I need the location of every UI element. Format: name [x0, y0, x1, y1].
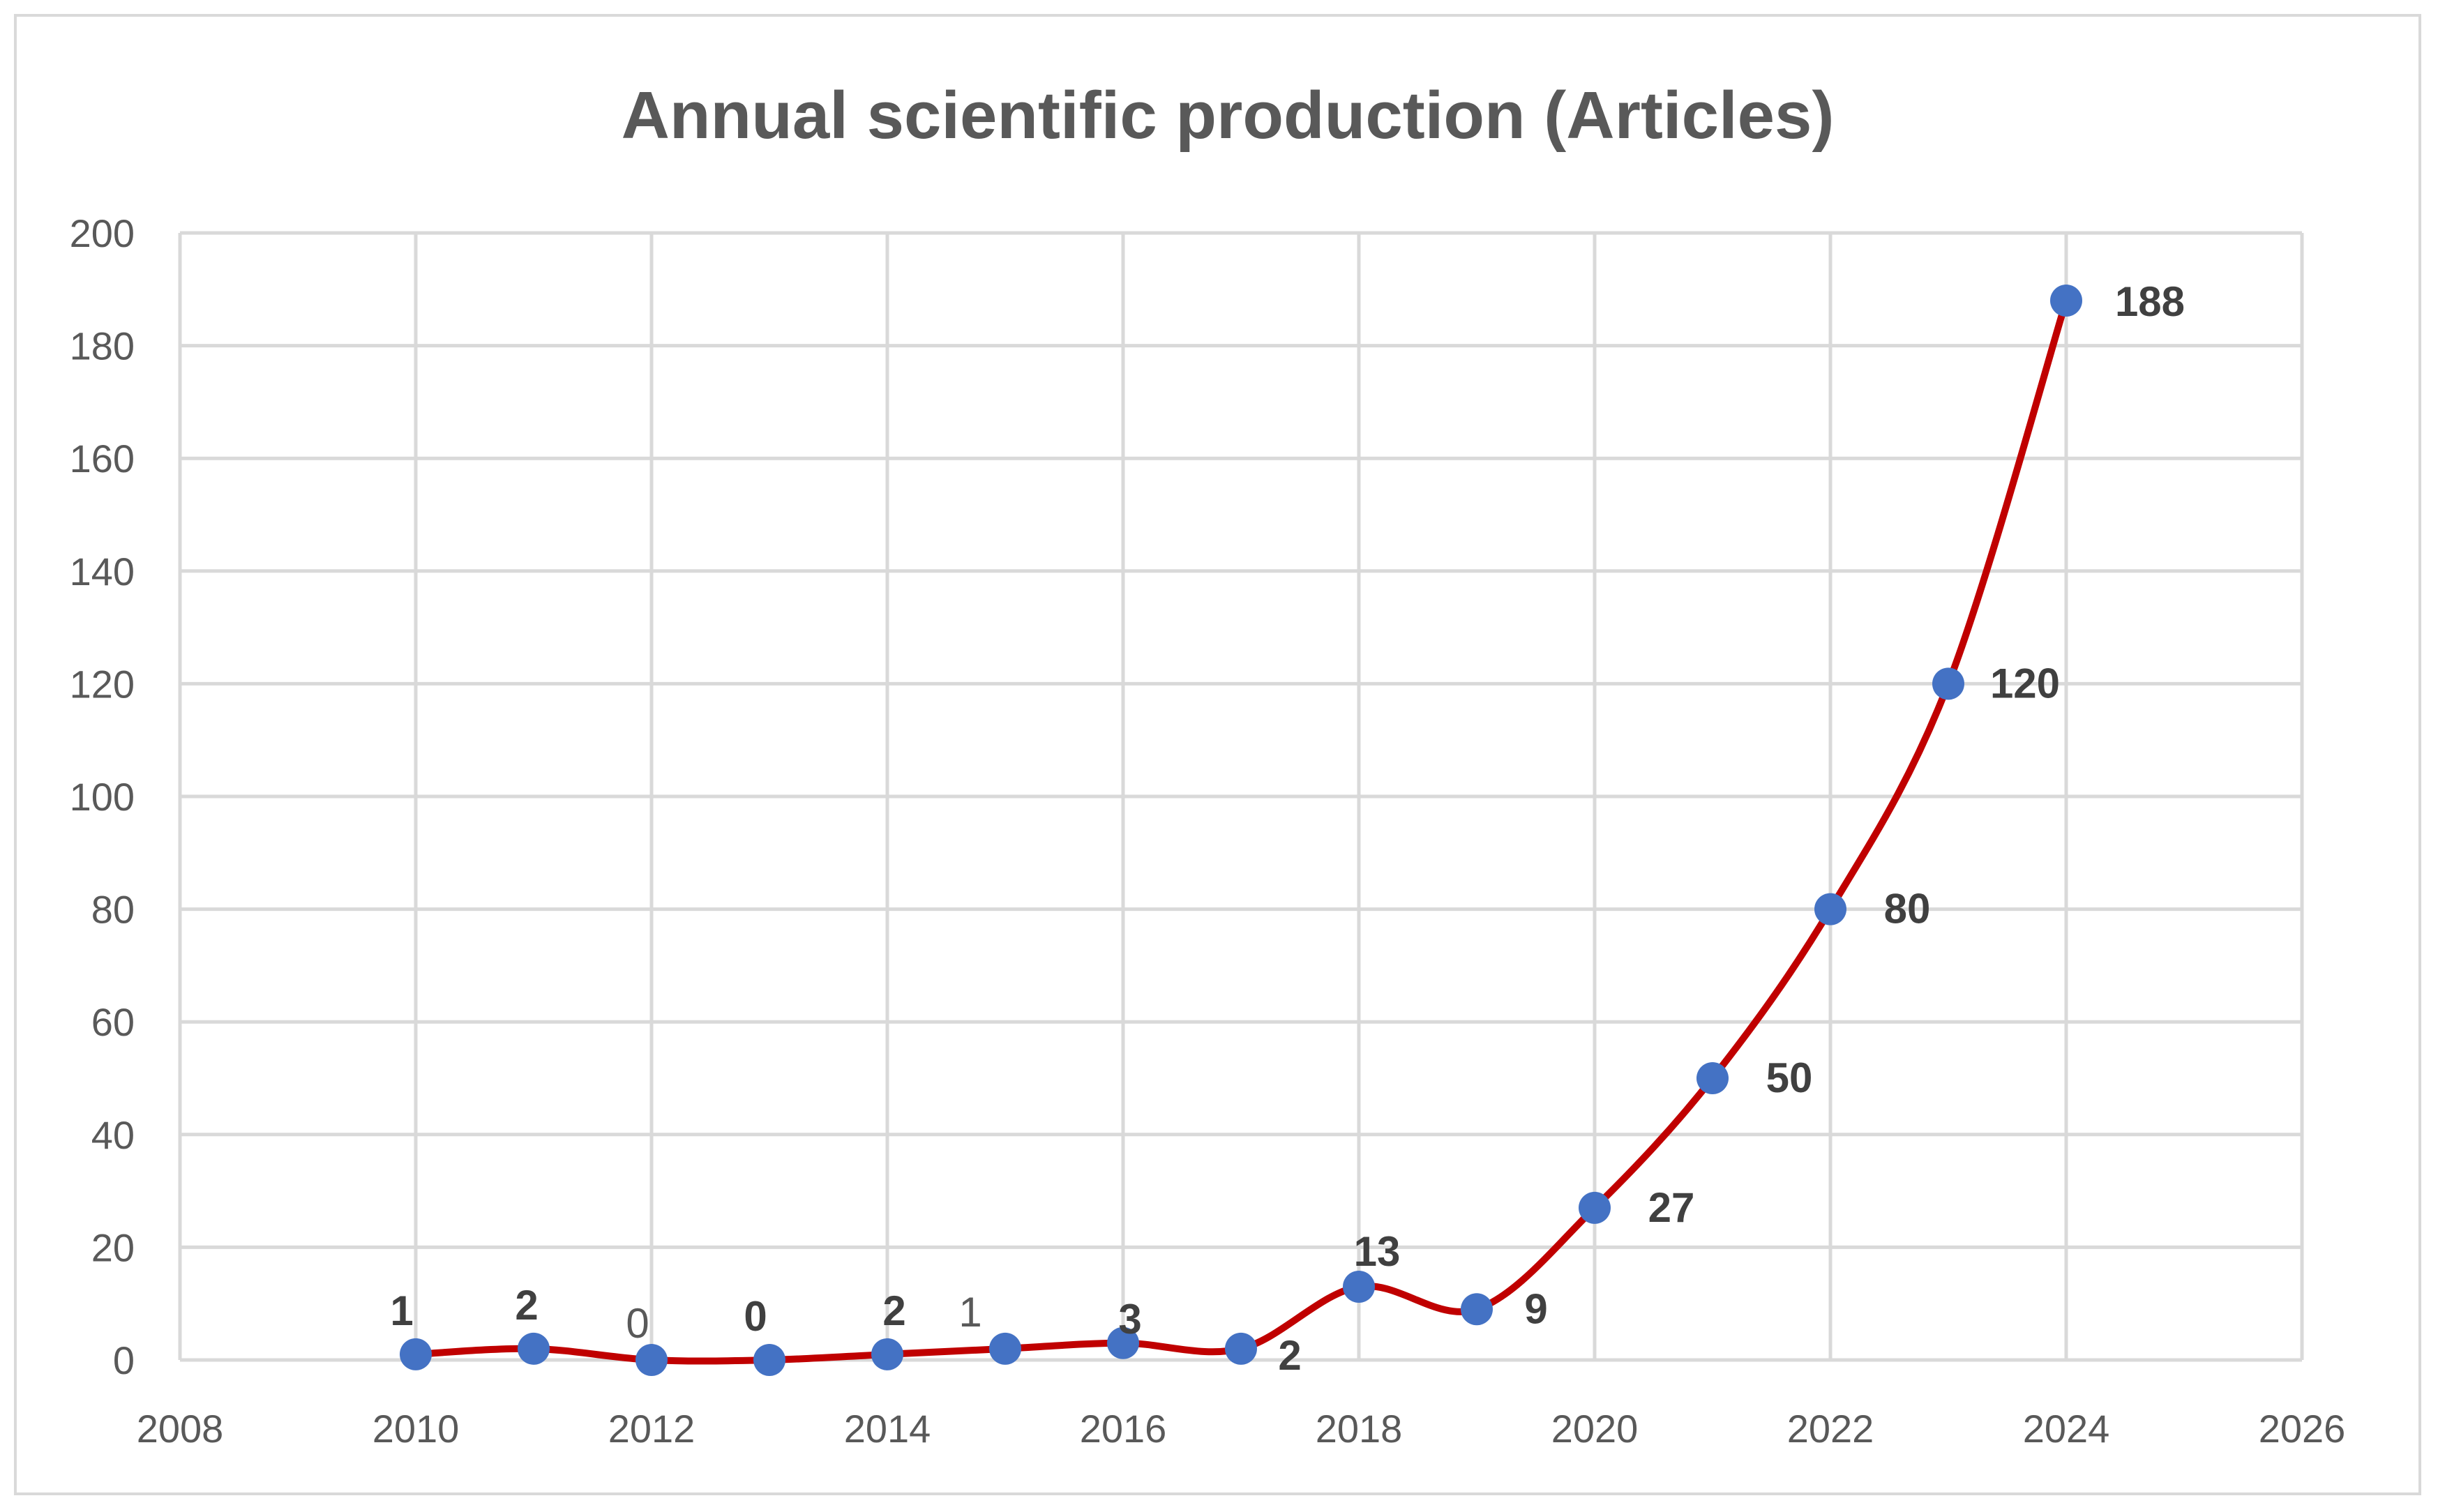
data-label: 2: [1278, 1332, 1301, 1379]
data-label: 3: [1118, 1296, 1141, 1343]
data-point: [400, 1338, 432, 1370]
data-point: [1932, 667, 1964, 700]
data-label: 188: [2115, 278, 2185, 325]
data-label: 2: [882, 1287, 905, 1334]
y-tick-label: 0: [113, 1338, 135, 1382]
y-tick-label: 100: [70, 775, 135, 819]
y-tick-label: 20: [91, 1225, 135, 1269]
data-label: 50: [1766, 1054, 1813, 1101]
data-label: 2: [515, 1282, 538, 1329]
y-tick-label: 180: [70, 324, 135, 368]
y-tick-label: 40: [91, 1113, 135, 1157]
x-tick-label: 2020: [1551, 1407, 1639, 1451]
data-point: [1225, 1332, 1257, 1365]
data-point: [1696, 1062, 1729, 1094]
y-tick-label: 160: [70, 437, 135, 481]
data-label: 13: [1354, 1228, 1401, 1275]
x-axis-ticks: 2008 2010 2012 2014 2016 2018 2020 2022 2024 2026: [137, 1407, 2346, 1451]
data-point: [1814, 893, 1846, 925]
data-label: 120: [1990, 660, 2060, 706]
data-point: [753, 1344, 785, 1376]
data-point: [2050, 284, 2082, 317]
series-articles: [400, 284, 2082, 1376]
x-tick-label: 2022: [1787, 1407, 1874, 1451]
data-label: 1: [958, 1289, 981, 1336]
x-tick-label: 2026: [2259, 1407, 2346, 1451]
series-line: [415, 299, 2070, 1365]
y-tick-label: 140: [70, 550, 135, 594]
y-tick-label: 200: [70, 211, 135, 255]
data-label: 0: [626, 1300, 649, 1347]
x-tick-label: 2024: [2023, 1407, 2110, 1451]
y-tick-label: 60: [91, 1000, 135, 1044]
data-label: 0: [744, 1293, 767, 1340]
data-label: 1: [390, 1287, 413, 1334]
x-tick-label: 2016: [1080, 1407, 1167, 1451]
data-label: 80: [1884, 886, 1931, 932]
x-tick-label: 2018: [1316, 1407, 1403, 1451]
data-point: [871, 1338, 903, 1370]
data-point: [1107, 1326, 1139, 1359]
chart-title: Annual scientific production (Articles): [622, 78, 1835, 153]
x-tick-label: 2012: [608, 1407, 695, 1451]
data-point: [1461, 1293, 1493, 1326]
y-tick-label: 120: [70, 662, 135, 706]
x-tick-label: 2010: [373, 1407, 460, 1451]
data-point: [1579, 1191, 1611, 1224]
data-label: 9: [1524, 1285, 1547, 1332]
x-tick-label: 2014: [844, 1407, 931, 1451]
data-point: [518, 1332, 550, 1365]
grid-lines: [178, 231, 2304, 1362]
data-point: [635, 1344, 668, 1376]
x-tick-label: 2008: [137, 1407, 224, 1451]
data-label: 27: [1648, 1184, 1695, 1231]
y-tick-label: 80: [91, 888, 135, 932]
data-point: [1343, 1270, 1375, 1303]
data-point: [989, 1332, 1021, 1365]
y-axis-ticks: 0 20 40 60 80 100 120 140 160 180 200: [70, 211, 135, 1382]
